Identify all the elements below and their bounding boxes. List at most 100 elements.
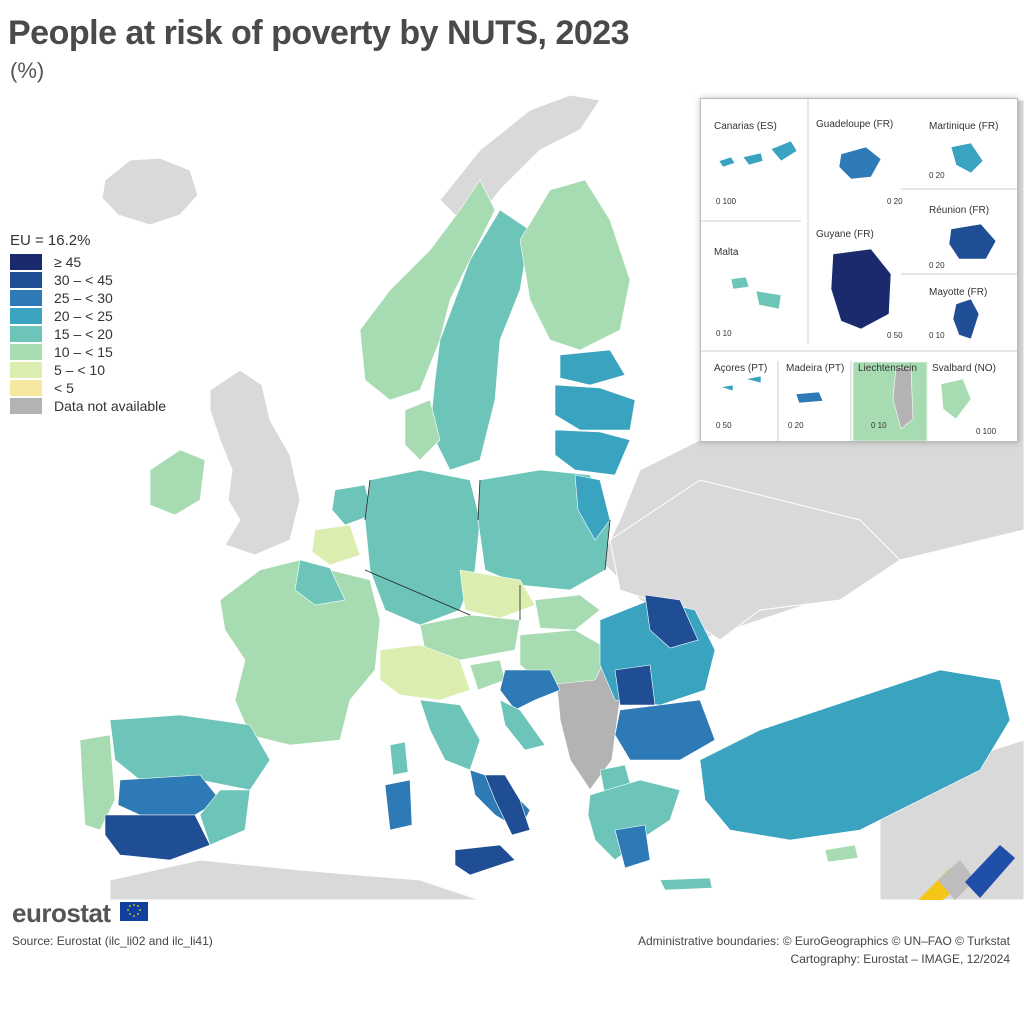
belgium <box>311 524 361 566</box>
scale-guadeloupe: 0 20 <box>887 197 903 206</box>
madeira-shape <box>795 391 824 404</box>
legend-swatch <box>10 289 42 307</box>
italy-north <box>379 644 471 701</box>
svalbard-shape <box>940 378 972 420</box>
source-note: Source: Eurostat (ilc_li02 and ilc_li41) <box>12 934 213 948</box>
france-north <box>294 559 346 606</box>
inset-label-liechtenstein: Liechtenstein <box>858 363 917 374</box>
legend-item: < 5 <box>10 379 166 397</box>
eu-flag-icon <box>120 902 148 921</box>
legend-item: ≥ 45 <box>10 253 166 271</box>
accent-blue <box>965 845 1015 898</box>
scale-liechtenstein: 0 10 <box>871 421 887 430</box>
legend-item: 15 – < 20 <box>10 325 166 343</box>
inset-label-madeira: Madeira (PT) <box>786 363 845 374</box>
calabria <box>484 774 531 836</box>
cyprus <box>824 844 859 863</box>
accent-grey <box>938 860 975 900</box>
bulgaria <box>614 699 716 761</box>
eu-regions <box>79 179 1011 891</box>
admin-boundaries-note: Administrative boundaries: © EuroGeograp… <box>637 934 1010 948</box>
canarias-shape <box>718 140 798 168</box>
mayotte-shape <box>952 298 980 340</box>
legend-label: Data not available <box>54 398 167 414</box>
legend-label: 25 – < 30 <box>54 290 113 306</box>
denmark <box>404 399 441 461</box>
croatia-coast <box>499 699 546 751</box>
page-subtitle: (%) <box>10 58 45 83</box>
czechia <box>459 569 536 619</box>
corsica <box>389 741 409 776</box>
legend-swatch <box>10 271 42 289</box>
legend-item: 5 – < 10 <box>10 361 166 379</box>
inset-label-acores: Açores (PT) <box>714 363 768 374</box>
eurostat-logo: eurostat <box>12 898 111 928</box>
inset-label-guadeloupe: Guadeloupe (FR) <box>816 119 894 130</box>
italy-centre <box>419 699 481 771</box>
turkey <box>699 669 1011 841</box>
legend-swatch <box>10 325 42 343</box>
scale-martinique: 0 20 <box>929 171 945 180</box>
inset-label-malta: Malta <box>714 247 739 258</box>
great-britain <box>209 369 301 556</box>
scale-malta: 0 10 <box>716 329 732 338</box>
reunion-shape <box>948 223 997 260</box>
guyane-shape <box>830 248 892 330</box>
inset-panel: Canarias (ES) Guadeloupe (FR) Martinique… <box>700 98 1018 442</box>
latvia <box>554 384 636 431</box>
greece-south <box>614 824 651 869</box>
inset-label-reunion: Réunion (FR) <box>929 205 990 216</box>
legend-item: 30 – < 45 <box>10 271 166 289</box>
legend-label: 20 – < 25 <box>54 308 113 324</box>
inset-label-canarias: Canarias (ES) <box>714 121 777 132</box>
legend-label: < 5 <box>54 380 74 396</box>
ukraine <box>609 479 901 641</box>
guadeloupe-shape <box>838 146 882 180</box>
spain-east <box>199 789 251 846</box>
scale-acores: 0 50 <box>716 421 732 430</box>
legend-header: EU = 16.2% <box>10 232 91 249</box>
legend-label: 30 – < 45 <box>54 272 113 288</box>
romania-ne <box>644 594 699 649</box>
iceland <box>101 157 199 226</box>
legend: EU = 16.2% ≥ 45 30 – < 45 25 – < 30 20 – < … <box>10 232 166 415</box>
andalucia <box>104 814 211 861</box>
page-title: People at risk of poverty by NUTS, 2023 <box>8 14 630 52</box>
legend-item: 10 – < 15 <box>10 343 166 361</box>
inset-label-guyane: Guyane (FR) <box>816 229 874 240</box>
inset-shapes <box>701 99 1017 442</box>
inset-label-svalbard: Svalbard (NO) <box>932 363 996 374</box>
legend-swatch <box>10 307 42 325</box>
legend-label: 15 – < 20 <box>54 326 113 342</box>
portugal <box>79 734 116 831</box>
inset-label-mayotte: Mayotte (FR) <box>929 287 988 298</box>
legend-swatch <box>10 379 42 397</box>
legend-swatch <box>10 397 42 415</box>
legend-swatch <box>10 361 42 379</box>
country-borders <box>364 479 611 620</box>
north-africa <box>109 859 481 900</box>
ireland <box>149 449 206 516</box>
scale-canarias: 0 100 <box>716 197 737 206</box>
lithuania <box>554 429 631 476</box>
legend-label: 10 – < 15 <box>54 344 113 360</box>
finland <box>519 179 631 351</box>
brand-accent <box>918 845 1015 900</box>
crete <box>659 877 713 891</box>
germany <box>364 469 481 626</box>
croatia <box>499 669 561 711</box>
netherlands <box>331 484 373 526</box>
legend-swatch <box>10 343 42 361</box>
slovakia <box>534 594 601 631</box>
estonia <box>559 349 626 386</box>
acores-shape <box>720 375 762 392</box>
slovenia <box>469 659 506 691</box>
legend-label: ≥ 45 <box>54 254 82 270</box>
malta-shape <box>730 276 782 310</box>
martinique-shape <box>950 142 984 174</box>
cartography-note: Cartography: Eurostat – IMAGE, 12/2024 <box>790 952 1010 966</box>
legend-item: 20 – < 25 <box>10 307 166 325</box>
scale-madeira: 0 20 <box>788 421 804 430</box>
legend-swatch <box>10 253 42 271</box>
poland-east <box>574 474 611 541</box>
